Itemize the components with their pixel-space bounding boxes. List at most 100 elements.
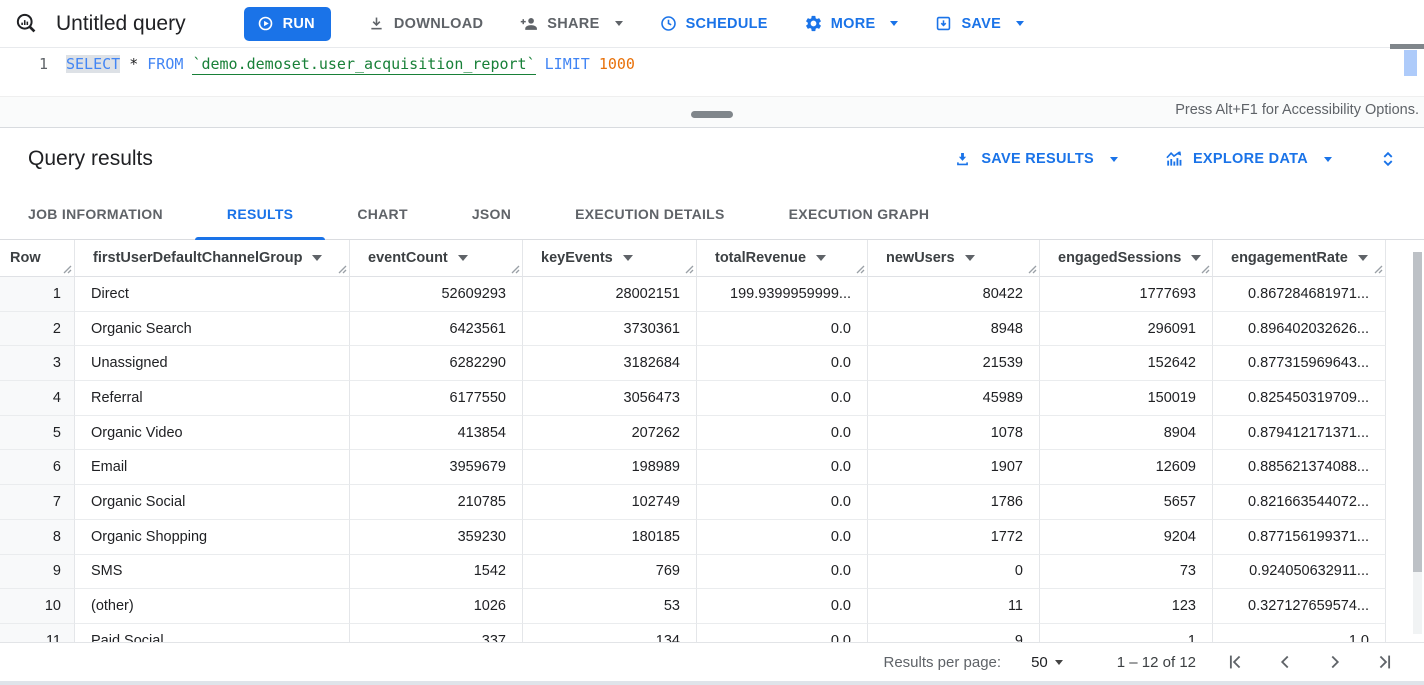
data-cell: 0.327127659574... — [1213, 589, 1386, 624]
sql-token: SELECT — [66, 55, 121, 73]
query-results-header: Query results SAVE RESULTS EXPLORE DATA — [0, 128, 1424, 190]
data-cell: Email — [75, 450, 350, 486]
page-size-select[interactable]: 50 — [1025, 653, 1069, 672]
table-body: 1 Direct 52609293 28002151 199.9399959999...… — [0, 277, 1424, 659]
chevron-down-icon — [1109, 156, 1118, 162]
column-resize-handle[interactable] — [1028, 265, 1037, 274]
tab-execution-graph[interactable]: EXECUTION GRAPH — [788, 206, 930, 222]
save-button[interactable]: SAVE — [934, 14, 1025, 33]
chevron-left-icon — [1274, 651, 1296, 673]
column-resize-handle[interactable] — [1374, 265, 1383, 274]
data-cell: 73 — [1040, 554, 1213, 590]
schedule-button[interactable]: SCHEDULE — [659, 14, 768, 33]
row-number-cell: 5 — [0, 415, 75, 451]
previous-page-button[interactable] — [1274, 651, 1296, 673]
sql-code-line[interactable]: SELECT * FROM `demo.demoset.user_acquisi… — [66, 55, 635, 75]
column-header-keyEvents[interactable]: keyEvents — [523, 240, 697, 277]
column-resize-handle[interactable] — [338, 265, 347, 274]
table-vertical-scrollbar[interactable] — [1413, 252, 1422, 634]
scrollbar-thumb[interactable] — [1413, 252, 1422, 572]
data-cell: 1786 — [868, 485, 1040, 520]
column-resize-handle[interactable] — [1201, 265, 1210, 274]
data-cell: 11 — [868, 589, 1040, 624]
download-icon — [367, 14, 386, 33]
sql-token: * — [129, 55, 139, 73]
data-cell: 80422 — [868, 277, 1040, 312]
tab-job-information[interactable]: JOB INFORMATION — [28, 206, 163, 222]
download-tray-icon — [953, 150, 972, 169]
table-row: 8 Organic Shopping 359230 180185 0.0 1772 9204… — [0, 519, 1386, 555]
more-button[interactable]: MORE — [804, 14, 899, 33]
sql-token: LIMIT — [544, 55, 590, 73]
column-header-eventCount[interactable]: eventCount — [350, 240, 523, 277]
column-menu-caret-icon[interactable] — [964, 255, 975, 261]
splitter-bar: Press Alt+F1 for Accessibility Options. — [0, 97, 1424, 128]
column-header-totalRevenue[interactable]: totalRevenue — [697, 240, 868, 277]
run-button[interactable]: RUN — [243, 6, 331, 41]
data-cell: 3056473 — [523, 381, 697, 416]
row-number-cell: 10 — [0, 589, 75, 624]
column-menu-caret-icon[interactable] — [816, 255, 827, 261]
data-cell: 296091 — [1040, 311, 1213, 347]
sql-token — [138, 55, 147, 73]
query-title: Untitled query — [56, 11, 186, 35]
data-cell: 21539 — [868, 346, 1040, 382]
panel-drag-handle[interactable] — [691, 111, 733, 118]
data-cell: 769 — [523, 554, 697, 590]
play-circle-icon — [256, 14, 275, 33]
data-cell: 150019 — [1040, 381, 1213, 416]
column-header-newUsers[interactable]: newUsers — [868, 240, 1040, 277]
editor-vertical-scrollbar[interactable] — [1404, 50, 1417, 76]
column-header-engagedSessions[interactable]: engagedSessions — [1040, 240, 1213, 277]
data-cell: 0.0 — [697, 346, 868, 382]
data-cell: Organic Video — [75, 415, 350, 451]
column-header-label: eventCount — [368, 250, 448, 266]
editor-horizontal-scrollbar[interactable] — [1390, 44, 1424, 49]
data-cell: 12609 — [1040, 450, 1213, 486]
page-range-label: 1 – 12 of 12 — [1116, 653, 1196, 671]
column-menu-caret-icon[interactable] — [457, 255, 468, 261]
last-page-button[interactable] — [1374, 651, 1396, 673]
data-cell: Organic Search — [75, 311, 350, 347]
column-menu-caret-icon[interactable] — [622, 255, 633, 261]
column-header-label: keyEvents — [541, 250, 613, 266]
column-resize-handle[interactable] — [511, 265, 520, 274]
bottom-edge-strip — [0, 681, 1424, 685]
share-button[interactable]: SHARE — [519, 14, 623, 34]
data-cell: 9204 — [1040, 519, 1213, 555]
download-button[interactable]: DOWNLOAD — [367, 14, 483, 33]
data-cell: 0.877156199371... — [1213, 519, 1386, 555]
sql-token: `demo.demoset.user_acquisition_report` — [192, 55, 536, 75]
column-menu-caret-icon[interactable] — [1357, 255, 1368, 261]
column-header-engagementRate[interactable]: engagementRate — [1213, 240, 1386, 277]
sql-editor[interactable]: 1 SELECT * FROM `demo.demoset.user_acqui… — [0, 44, 1424, 97]
data-cell: 1777693 — [1040, 277, 1213, 312]
column-resize-handle[interactable] — [856, 265, 865, 274]
save-results-button[interactable]: SAVE RESULTS — [953, 150, 1118, 169]
data-cell: 6423561 — [350, 311, 523, 347]
column-header-label: engagedSessions — [1058, 250, 1182, 266]
data-cell: 1542 — [350, 554, 523, 590]
tab-json[interactable]: JSON — [471, 206, 512, 222]
column-resize-handle[interactable] — [63, 265, 72, 274]
row-number-cell: 1 — [0, 277, 75, 312]
tab-execution-details[interactable]: EXECUTION DETAILS — [575, 206, 725, 222]
column-resize-handle[interactable] — [685, 265, 694, 274]
sql-token — [120, 55, 129, 73]
tab-chart[interactable]: CHART — [357, 206, 408, 222]
expand-collapse-button[interactable] — [1378, 148, 1398, 170]
tab-results[interactable]: RESULTS — [194, 206, 326, 240]
person-add-icon — [519, 14, 539, 34]
column-menu-caret-icon[interactable] — [1191, 255, 1202, 261]
table-row: 2 Organic Search 6423561 3730361 0.0 8948 2960… — [0, 311, 1386, 347]
next-page-button[interactable] — [1324, 651, 1346, 673]
explore-data-button[interactable]: EXPLORE DATA — [1164, 149, 1332, 169]
data-cell: 0.825450319709... — [1213, 381, 1386, 416]
column-header-firstUserDefaultChannelGroup[interactable]: firstUserDefaultChannelGroup — [75, 240, 350, 277]
data-cell: 413854 — [350, 415, 523, 451]
column-menu-caret-icon[interactable] — [312, 255, 323, 261]
sql-token — [590, 55, 599, 73]
data-cell: SMS — [75, 554, 350, 590]
column-header-label: Row — [10, 250, 41, 266]
first-page-button[interactable] — [1224, 651, 1246, 673]
